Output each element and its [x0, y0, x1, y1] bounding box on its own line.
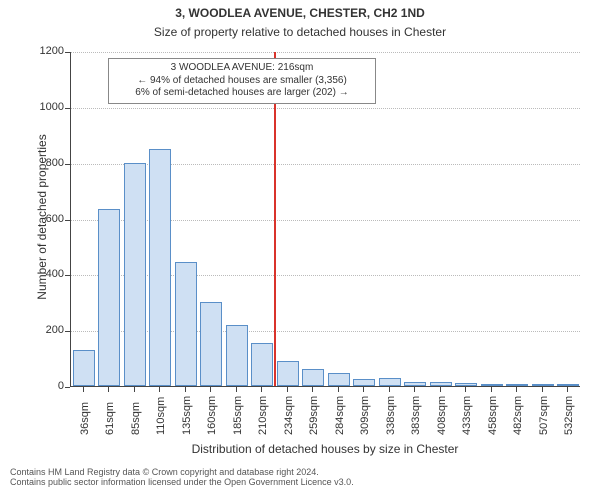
x-tick-mark — [491, 387, 492, 392]
x-tick-label: 383sqm — [410, 396, 422, 435]
bar — [328, 373, 350, 386]
bar — [506, 384, 528, 386]
annotation-line-1: 3 WOODLEA AVENUE: 216sqm — [115, 62, 369, 75]
chart-subtitle: Size of property relative to detached ho… — [0, 25, 600, 39]
x-tick-label: 338sqm — [385, 396, 397, 435]
x-tick-mark — [414, 387, 415, 392]
x-tick-mark — [516, 387, 517, 392]
x-tick-mark — [389, 387, 390, 392]
x-tick-label: 532sqm — [563, 396, 575, 435]
x-tick-label: 160sqm — [206, 396, 218, 435]
x-tick-mark — [312, 387, 313, 392]
annotation-line-2: ← 94% of detached houses are smaller (3,… — [115, 75, 369, 88]
bar — [532, 384, 554, 386]
y-tick-label: 200 — [26, 324, 64, 336]
chart-title: 3, WOODLEA AVENUE, CHESTER, CH2 1ND — [0, 6, 600, 20]
y-tick-mark — [65, 164, 70, 165]
bar — [353, 379, 375, 386]
x-tick-label: 135sqm — [181, 396, 193, 435]
x-tick-mark — [108, 387, 109, 392]
x-tick-mark — [134, 387, 135, 392]
x-tick-mark — [567, 387, 568, 392]
bar — [557, 384, 579, 386]
x-tick-label: 259sqm — [308, 396, 320, 435]
x-tick-label: 234sqm — [283, 396, 295, 435]
gridline — [71, 108, 580, 109]
y-tick-mark — [65, 331, 70, 332]
gridline — [71, 220, 580, 221]
x-tick-label: 85sqm — [130, 402, 142, 435]
footer-line-1: Contains HM Land Registry data © Crown c… — [10, 467, 590, 477]
bar — [302, 369, 324, 386]
bar — [404, 382, 426, 386]
x-tick-label: 210sqm — [257, 396, 269, 435]
x-tick-mark — [261, 387, 262, 392]
x-axis-title: Distribution of detached houses by size … — [70, 442, 580, 456]
x-tick-mark — [210, 387, 211, 392]
y-tick-label: 800 — [26, 157, 64, 169]
x-tick-label: 110sqm — [155, 397, 167, 435]
y-tick-mark — [65, 108, 70, 109]
bar — [124, 163, 146, 386]
bar — [277, 361, 299, 386]
y-tick-label: 1200 — [26, 45, 64, 57]
x-tick-label: 408sqm — [436, 396, 448, 435]
footer: Contains HM Land Registry data © Crown c… — [10, 467, 590, 488]
bar — [379, 378, 401, 386]
x-tick-mark — [465, 387, 466, 392]
bar — [430, 382, 452, 386]
y-tick-mark — [65, 387, 70, 388]
gridline — [71, 164, 580, 165]
chart-container: { "title": "3, WOODLEA AVENUE, CHESTER, … — [0, 0, 600, 500]
annotation-line-3: 6% of semi-detached houses are larger (2… — [115, 87, 369, 100]
x-tick-mark — [542, 387, 543, 392]
y-tick-mark — [65, 220, 70, 221]
bar — [481, 384, 503, 386]
x-tick-label: 185sqm — [232, 396, 244, 435]
x-tick-mark — [287, 387, 288, 392]
x-tick-mark — [236, 387, 237, 392]
y-tick-mark — [65, 52, 70, 53]
y-tick-label: 1000 — [26, 101, 64, 113]
bar — [251, 343, 273, 386]
bar — [455, 383, 477, 386]
bar — [226, 325, 248, 386]
x-tick-label: 507sqm — [538, 396, 550, 435]
annotation-box: 3 WOODLEA AVENUE: 216sqm← 94% of detache… — [108, 58, 376, 104]
bar — [175, 262, 197, 386]
x-tick-label: 433sqm — [461, 396, 473, 435]
bar — [73, 350, 95, 386]
y-tick-mark — [65, 275, 70, 276]
x-tick-mark — [159, 387, 160, 392]
x-tick-mark — [83, 387, 84, 392]
y-tick-label: 600 — [26, 213, 64, 225]
x-tick-mark — [185, 387, 186, 392]
gridline — [71, 52, 580, 53]
x-tick-mark — [440, 387, 441, 392]
gridline — [71, 331, 580, 332]
x-tick-label: 61sqm — [104, 402, 116, 435]
gridline — [71, 275, 580, 276]
x-tick-label: 36sqm — [79, 402, 91, 435]
x-tick-label: 458sqm — [487, 396, 499, 435]
y-tick-label: 0 — [26, 380, 64, 392]
x-tick-label: 482sqm — [512, 396, 524, 435]
bar — [200, 302, 222, 386]
bar — [149, 149, 171, 386]
x-tick-label: 284sqm — [334, 396, 346, 435]
x-tick-label: 309sqm — [359, 396, 371, 435]
x-tick-mark — [363, 387, 364, 392]
x-tick-mark — [338, 387, 339, 392]
bar — [98, 209, 120, 386]
footer-line-2: Contains public sector information licen… — [10, 477, 590, 487]
y-tick-label: 400 — [26, 268, 64, 280]
